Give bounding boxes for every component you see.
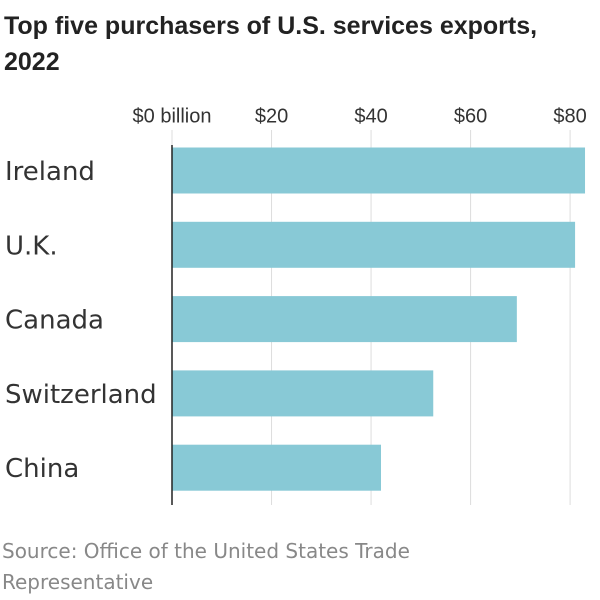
x-tick-label: $80 [553,105,586,127]
bar [172,221,576,268]
bar [172,147,586,194]
bar [172,370,434,417]
source-note: Source: Office of the United States Trad… [2,539,410,594]
x-tick-label: $0 billion [133,105,212,127]
x-tick-label: $20 [255,105,288,127]
x-tick-label: $60 [454,105,487,127]
bar [172,296,517,343]
y-tick-label: U.K. [5,231,58,261]
y-tick-label: Switzerland [5,380,157,410]
bar [172,444,381,491]
y-tick-label: China [5,454,79,484]
x-tick-label: $40 [354,105,387,127]
y-tick-label: Canada [5,306,104,336]
y-tick-label: Ireland [5,157,95,187]
chart-title: Top five purchasers of U.S. services exp… [4,12,538,76]
